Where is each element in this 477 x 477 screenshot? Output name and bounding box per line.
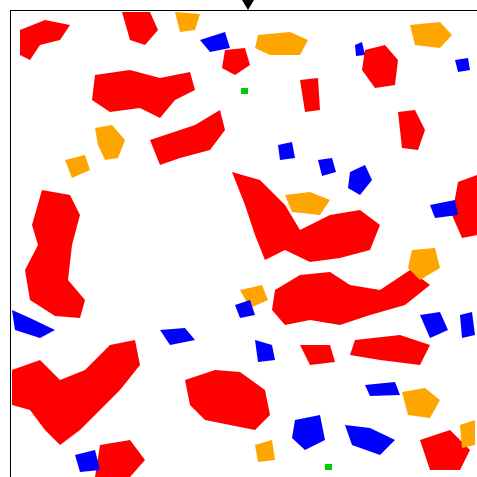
segmentation-view (0, 0, 477, 477)
region (241, 88, 248, 94)
page (0, 0, 477, 477)
region (278, 142, 295, 160)
region (325, 464, 332, 470)
